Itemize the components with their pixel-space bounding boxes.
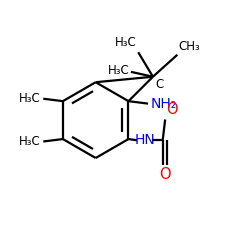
Text: HN: HN	[134, 133, 155, 147]
Text: H₃C: H₃C	[108, 64, 130, 77]
Text: H₃C: H₃C	[115, 36, 137, 49]
Text: NH₂: NH₂	[150, 96, 177, 110]
Text: O: O	[166, 102, 178, 116]
Text: H₃C: H₃C	[19, 135, 41, 148]
Text: H₃C: H₃C	[19, 92, 41, 105]
Text: CH₃: CH₃	[178, 40, 200, 54]
Text: O: O	[159, 167, 171, 182]
Text: C: C	[156, 78, 164, 91]
